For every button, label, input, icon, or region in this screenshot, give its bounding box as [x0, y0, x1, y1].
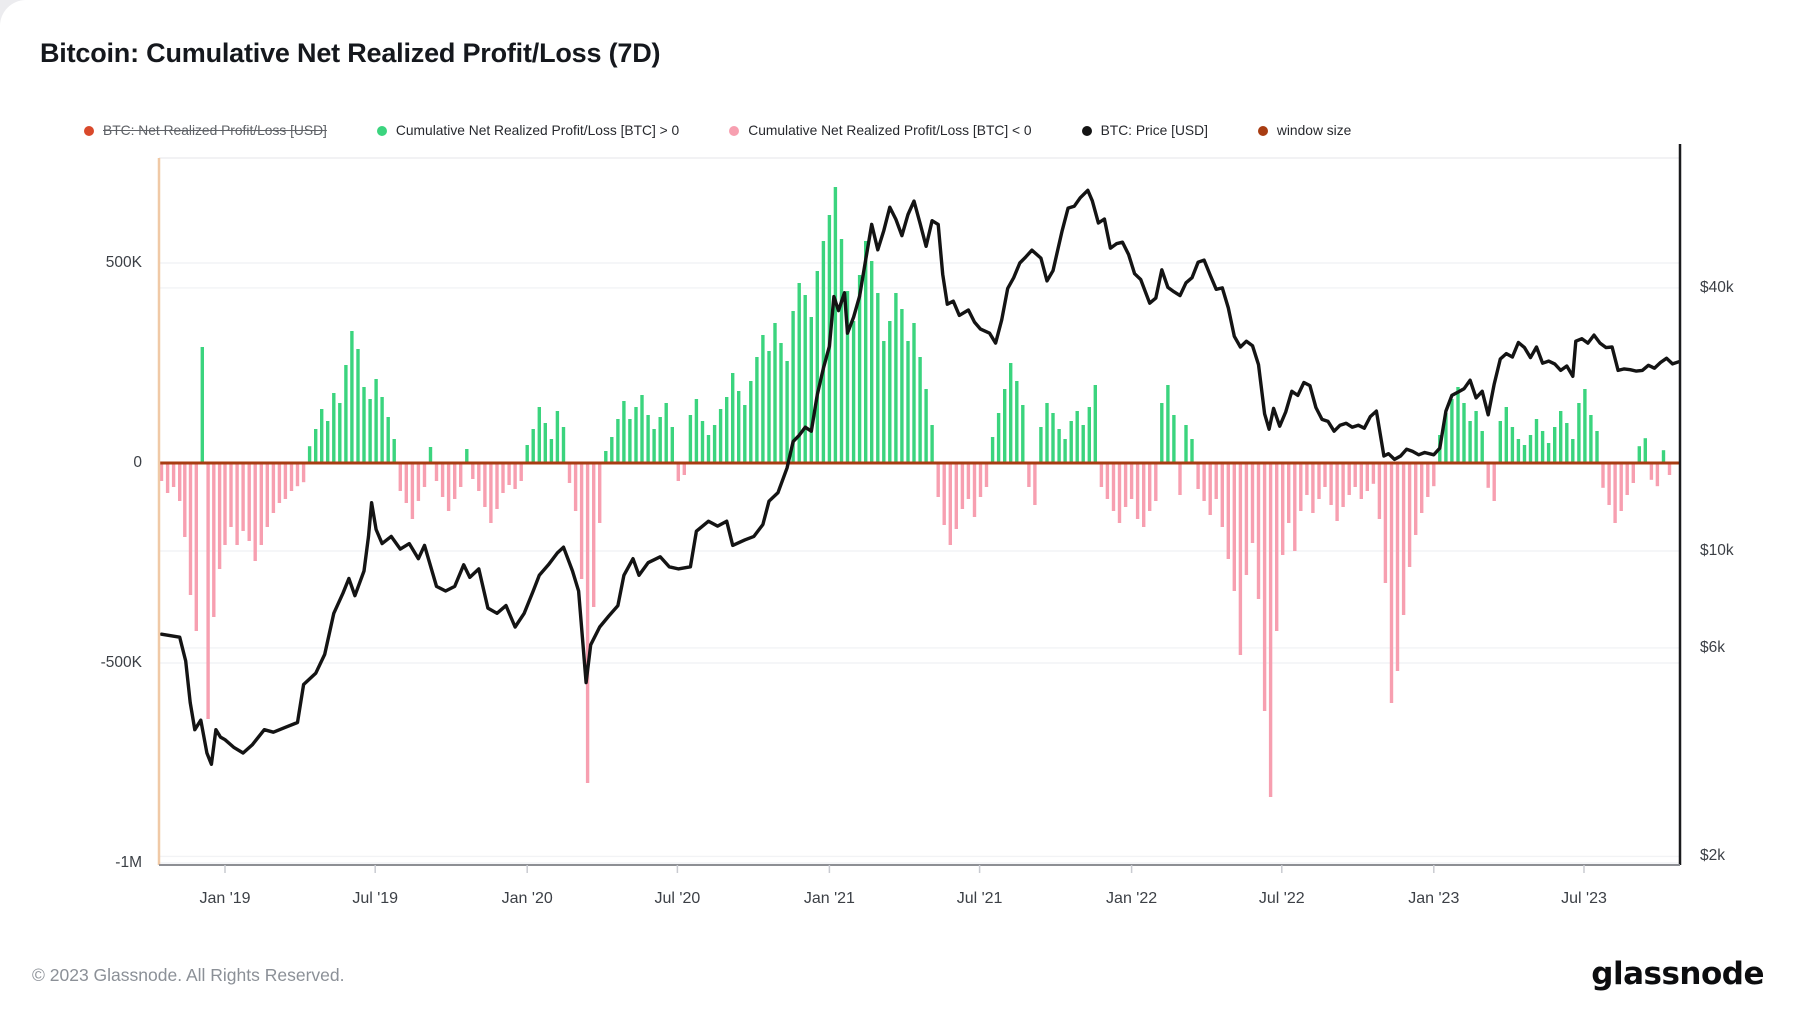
legend-dot-net-realized-usd-icon	[84, 125, 94, 136]
y-axis-left-tick-label: -500K	[100, 654, 142, 671]
window-corner-artifact	[0, 0, 52, 52]
page-title: Bitcoin: Cumulative Net Realized Profit/…	[40, 38, 661, 68]
y-axis-left-tick-label: 0	[133, 454, 142, 471]
chart-plot-area[interactable]: 500K 0 -500K -1M $40k $10k $6k $2k Jan '19 Jul '1…	[0, 140, 1800, 930]
x-axis-tick-label: Jul '23	[1561, 890, 1607, 907]
legend-item-label: Cumulative Net Realized Profit/Loss [BTC…	[395, 123, 680, 138]
y-axis-right-tick-label: $10k	[1700, 542, 1734, 559]
legend-item-label: window size	[1276, 123, 1352, 138]
copyright-text: © 2023 Glassnode. All Rights Reserved.	[32, 965, 345, 985]
legend-item-btc-price[interactable]: BTC: Price [USD]	[1081, 123, 1208, 138]
y-axis-right-tick-label: $2k	[1700, 847, 1725, 865]
glassnode-logo: glassnode	[1591, 956, 1764, 992]
legend: BTC: Net Realized Profit/Loss [USD] Cumu…	[84, 123, 1351, 138]
legend-item-label: BTC: Price [USD]	[1100, 123, 1208, 138]
y-axis-left-tick-label: 500K	[105, 254, 142, 271]
x-axis-tick-label: Jul '19	[352, 890, 399, 907]
legend-dot-cumulative-positive-icon	[376, 125, 387, 136]
y-axis-right-tick-label: $40k	[1700, 278, 1734, 296]
legend-item-cumulative-positive[interactable]: Cumulative Net Realized Profit/Loss [BTC…	[376, 123, 680, 138]
legend-item-label: BTC: Net Realized Profit/Loss [USD]	[103, 123, 327, 138]
x-axis-tick-label: Jan '21	[803, 890, 855, 907]
x-axis-tick-label: Jan '23	[1408, 890, 1460, 907]
legend-item-cumulative-negative[interactable]: Cumulative Net Realized Profit/Loss [BTC…	[729, 123, 1032, 138]
legend-dot-btc-price-icon	[1081, 125, 1092, 136]
y-axis-left-tick-label: -1M	[115, 854, 142, 871]
x-axis-tick-label: Jan '20	[501, 890, 553, 907]
y-axis-right-tick-label: $6k	[1700, 638, 1725, 656]
legend-item-window-size[interactable]: window size	[1257, 123, 1352, 138]
legend-item-label: Cumulative Net Realized Profit/Loss [BTC…	[748, 123, 1032, 138]
legend-item-net-realized-usd[interactable]: BTC: Net Realized Profit/Loss [USD]	[84, 123, 327, 138]
x-axis-tick-label: Jan '22	[1106, 890, 1158, 907]
x-axis-tick-label: Jul '21	[956, 890, 1003, 907]
x-axis-tick-label: Jul '20	[654, 890, 701, 907]
legend-dot-window-size-icon	[1257, 125, 1268, 136]
legend-dot-cumulative-negative-icon	[729, 125, 740, 136]
x-axis-tick-label: Jul '22	[1258, 890, 1305, 907]
x-axis-tick-label: Jan '19	[199, 890, 251, 907]
